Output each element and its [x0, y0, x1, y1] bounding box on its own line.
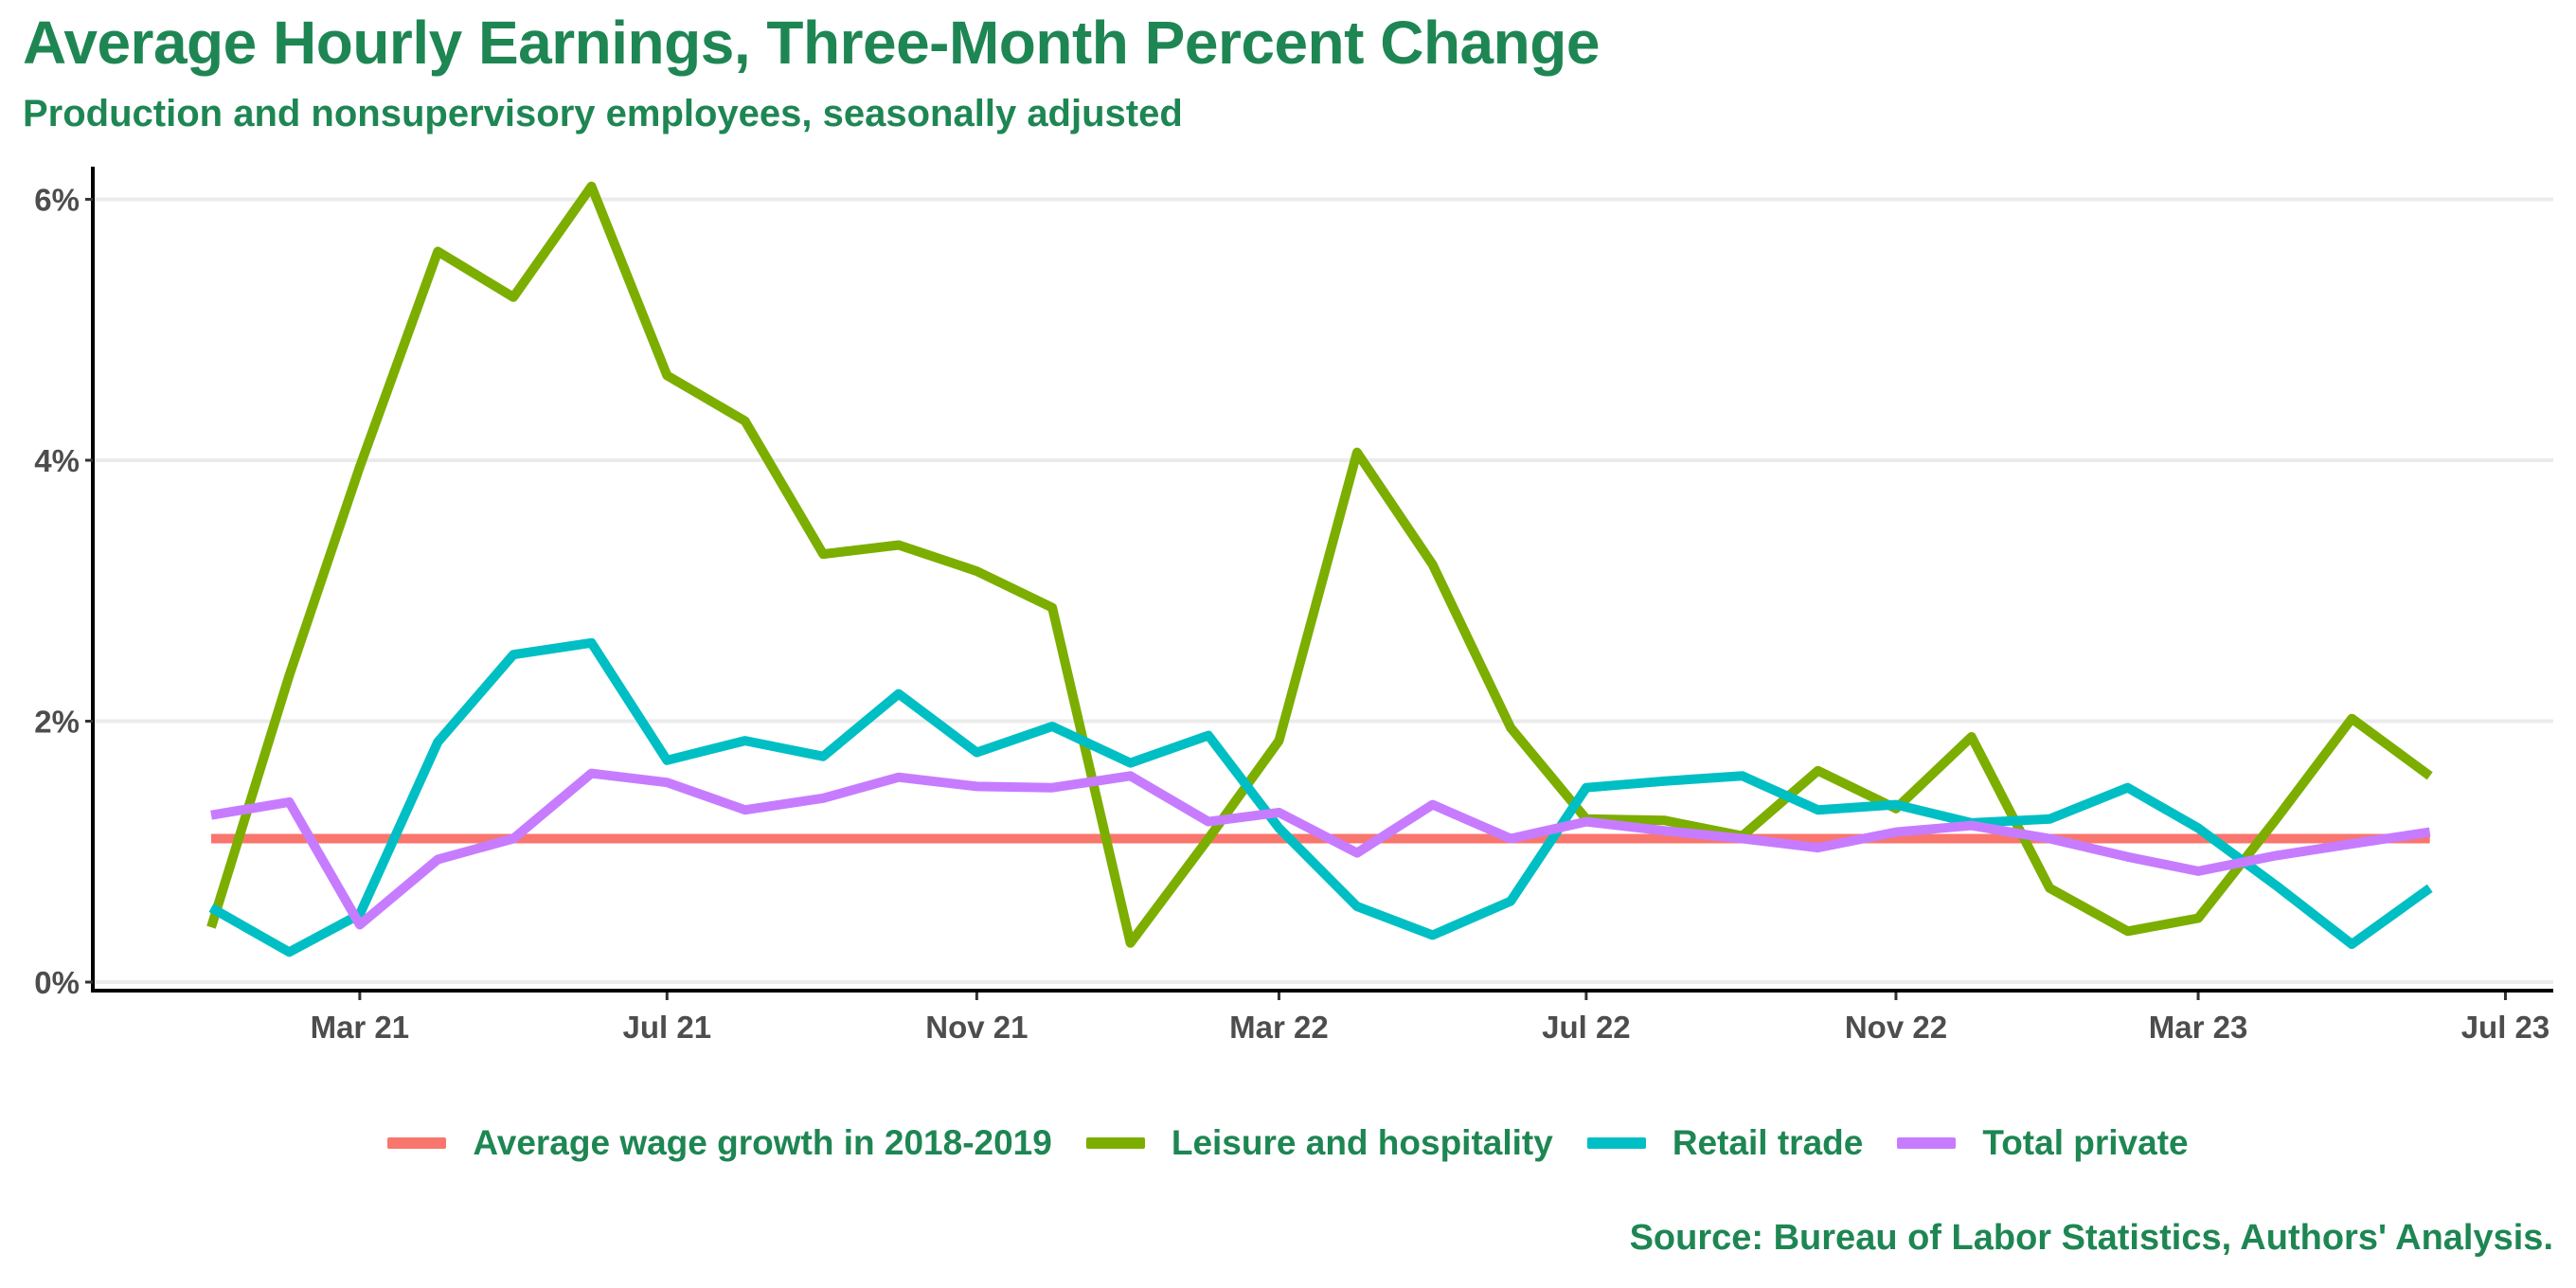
gridlines — [93, 197, 2553, 984]
y-tick-label: 6% — [34, 182, 80, 217]
axes — [91, 167, 2553, 993]
series-line-retail-trade — [208, 637, 2433, 957]
x-tick-label: Mar 22 — [1229, 1010, 1329, 1045]
y-tick-label: 0% — [34, 965, 80, 1000]
legend-item: Leisure and hospitality — [1085, 1123, 1553, 1163]
legend-item: Retail trade — [1586, 1123, 1864, 1163]
x-tick-label: Jul 22 — [1542, 1010, 1631, 1045]
chart-title: Average Hourly Earnings, Three-Month Per… — [23, 9, 1600, 77]
legend-label: Retail trade — [1672, 1123, 1864, 1162]
x-tick-label: Jul 23 — [2461, 1010, 2550, 1045]
x-tick-label: Nov 21 — [925, 1010, 1028, 1045]
y-axis-ticks: 0% 2% 4% 6% — [34, 182, 93, 1000]
x-tick-label: Jul 21 — [623, 1010, 712, 1045]
y-tick-label: 4% — [34, 443, 80, 478]
y-tick-label: 2% — [34, 704, 80, 739]
chart-subtitle: Production and nonsupervisory employees,… — [23, 93, 1183, 134]
legend-swatch — [1586, 1137, 1646, 1149]
series-lines — [206, 181, 2433, 957]
legend-item: Total private — [1897, 1123, 2189, 1163]
x-tick-label: Mar 21 — [311, 1010, 410, 1045]
x-tick-label: Nov 22 — [1845, 1010, 1947, 1045]
legend-item: Average wage growth in 2018-2019 — [387, 1123, 1052, 1163]
legend-swatch — [1897, 1137, 1957, 1149]
legend: Average wage growth in 2018-2019 Leisure … — [0, 1123, 2576, 1163]
legend-swatch — [387, 1137, 447, 1149]
series-line-leisure-and-hospitality — [206, 181, 2433, 948]
legend-label: Total private — [1982, 1123, 2189, 1162]
series-line-total-private — [210, 768, 2431, 930]
legend-label: Leisure and hospitality — [1171, 1123, 1553, 1162]
legend-swatch — [1085, 1137, 1145, 1149]
legend-label: Average wage growth in 2018-2019 — [473, 1123, 1052, 1162]
source-caption: Source: Bureau of Labor Statistics, Auth… — [1629, 1218, 2553, 1258]
x-axis-ticks: Mar 21 Jul 21 Nov 21 Mar 22 Jul 22 Nov 22 Mar … — [311, 993, 2550, 1045]
x-tick-label: Mar 23 — [2149, 1010, 2248, 1045]
